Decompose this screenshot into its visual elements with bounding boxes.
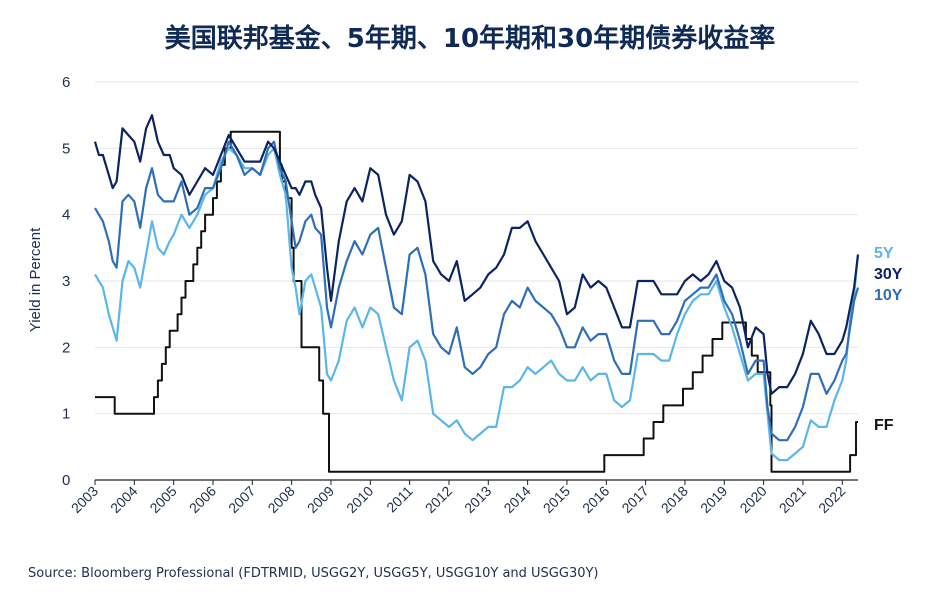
x-tick-label: 2019 — [697, 483, 730, 516]
series-label-10y: 10Y — [874, 287, 903, 304]
x-tick-label: 2017 — [618, 483, 651, 516]
series-lines — [93, 114, 860, 473]
series-labels: 5Y 30Y 10Y FF — [874, 245, 903, 434]
grid-lines — [95, 81, 858, 415]
series-label-30y: 30Y — [874, 266, 903, 283]
series-line-10y — [94, 140, 860, 442]
y-tick-label: 3 — [62, 273, 70, 290]
x-tick-label: 2007 — [225, 483, 258, 516]
y-tick-label: 4 — [62, 207, 70, 224]
x-tick-label: 2009 — [304, 483, 337, 516]
x-tick-label: 2014 — [500, 483, 533, 516]
x-tick-label: 2022 — [815, 483, 848, 516]
y-tick-label: 0 — [62, 472, 70, 489]
x-tick-label: 2012 — [422, 483, 455, 516]
series-label-ff: FF — [874, 417, 894, 434]
x-tick-label: 2011 — [383, 483, 416, 516]
x-tick-label: 2005 — [146, 483, 179, 516]
x-tick-label: 2020 — [736, 483, 769, 516]
x-tick-label: 2013 — [461, 483, 494, 516]
y-axis-label: Yield in Percent — [27, 227, 44, 332]
y-tick-label: 6 — [62, 74, 70, 91]
source-note: Source: Bloomberg Professional (FDTRMID,… — [28, 566, 599, 581]
x-tick-label: 2003 — [68, 483, 101, 516]
series-line-ff — [95, 130, 858, 473]
x-tick-label: 2010 — [343, 483, 376, 516]
series-line-30y — [93, 114, 860, 395]
series-label-5y: 5Y — [874, 245, 894, 262]
y-tick-label: 2 — [62, 339, 70, 356]
x-tick-label: 2016 — [579, 483, 612, 516]
x-tick-label: 2008 — [264, 483, 297, 516]
x-tick-label: 2006 — [186, 483, 219, 516]
x-tick-label: 2021 — [776, 483, 809, 516]
y-tick-label: 1 — [62, 406, 70, 423]
x-tick-label: 2004 — [107, 483, 140, 516]
x-tick-label: 2015 — [540, 483, 573, 516]
series-line-5y — [94, 147, 860, 462]
y-tick-label: 5 — [62, 140, 70, 157]
x-tick-label: 2018 — [658, 483, 691, 516]
chart-title: 美国联邦基金、5年期、10年期和30年期债券收益率 — [164, 24, 776, 54]
